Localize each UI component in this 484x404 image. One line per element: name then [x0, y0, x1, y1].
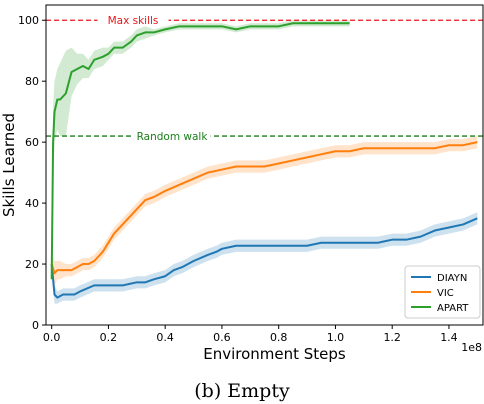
- plot-frame: [45, 4, 484, 326]
- y-axis-label: Skills Learned: [0, 113, 18, 217]
- x-tick-label: 0.8: [270, 331, 288, 344]
- x-tick-label: 0.4: [156, 331, 174, 344]
- y-tick-label: 40: [25, 197, 39, 210]
- legend-label-diayn: DIAYN: [437, 273, 467, 284]
- band-vic: [51, 136, 478, 286]
- x-scale-note: 1e8: [461, 341, 482, 354]
- y-axis-ticks: 0 20 40 60 80 100: [18, 14, 46, 332]
- ref-label-0: Max skills: [108, 15, 159, 27]
- x-tick-label: 0.2: [100, 331, 118, 344]
- x-tick-label: 1.0: [327, 331, 345, 344]
- series-lines: [50, 22, 478, 299]
- legend-label-vic: VIC: [437, 288, 454, 299]
- ref-label-bg-1: [133, 130, 211, 143]
- reference-lines: Max skills Random walk: [46, 14, 483, 143]
- series-line-diayn: [50, 217, 478, 299]
- ref-label-bg-0: [97, 14, 169, 27]
- x-tick-label: 1.2: [383, 331, 401, 344]
- series-line-apart: [50, 22, 350, 280]
- x-tick-label: 0.0: [43, 331, 61, 344]
- series-line-vic: [50, 141, 478, 275]
- legend: DIAYN VIC APART: [404, 265, 481, 319]
- y-tick-label: 0: [32, 319, 39, 332]
- y-tick-label: 80: [25, 75, 39, 88]
- y-tick-label: 20: [25, 258, 39, 271]
- x-tick-label: 1.4: [440, 331, 458, 344]
- y-tick-label: 60: [25, 136, 39, 149]
- uncertainty-bands: [51, 20, 478, 304]
- x-axis-ticks: 0.0 0.2 0.4 0.6 0.8 1.0 1.2 1.4: [43, 325, 458, 344]
- legend-box: [404, 265, 481, 319]
- y-tick-label: 100: [18, 14, 39, 27]
- legend-label-apart: APART: [437, 303, 469, 314]
- band-diayn: [51, 212, 478, 304]
- x-tick-label: 0.6: [213, 331, 231, 344]
- figure-caption: (b) Empty: [194, 380, 290, 402]
- ref-label-1: Random walk: [137, 131, 209, 143]
- x-axis-label: Environment Steps: [203, 345, 346, 363]
